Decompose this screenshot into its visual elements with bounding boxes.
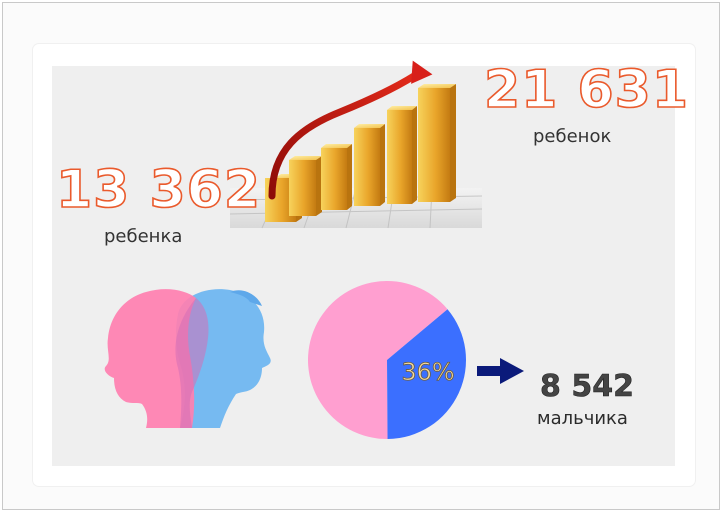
pie-label-boys: 36%: [401, 358, 454, 386]
after-caption: ребенок: [533, 126, 612, 147]
before-count: 13 362: [55, 160, 262, 220]
pie-slice-girls: [308, 281, 448, 439]
boys-caption: мальчика: [537, 408, 628, 429]
right-arrow-icon: [477, 358, 524, 384]
boys-count: 8 542: [540, 369, 635, 404]
after-count: 21 631: [483, 60, 690, 120]
before-caption: ребенка: [104, 226, 183, 247]
pie-slice-boys: [387, 309, 466, 439]
